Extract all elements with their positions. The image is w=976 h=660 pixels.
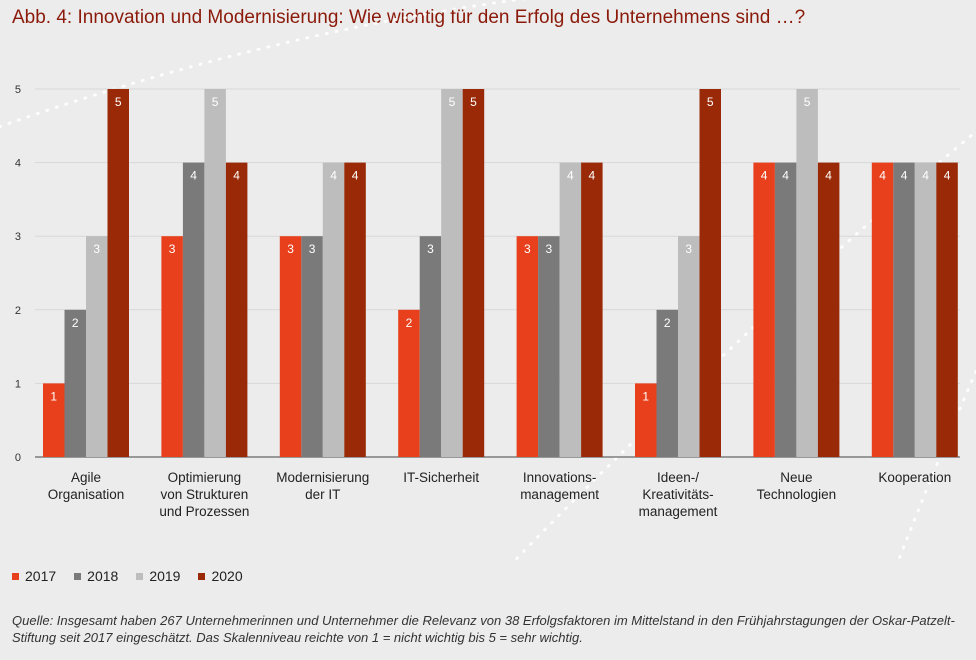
bar-value-label: 3	[524, 242, 531, 256]
bar	[516, 236, 539, 457]
bar-value-label: 5	[707, 95, 714, 109]
bar	[441, 89, 463, 457]
legend-swatch	[136, 572, 144, 580]
y-tick-label: 2	[15, 305, 21, 317]
bar-value-label: 4	[782, 169, 789, 183]
bar	[204, 89, 226, 457]
bar-value-label: 5	[115, 95, 122, 109]
legend-item: 2020	[198, 568, 243, 584]
legend: 2017 2018 2019 2020	[12, 568, 243, 584]
bar-value-label: 5	[804, 95, 811, 109]
bar-value-label: 4	[879, 169, 886, 183]
bar	[225, 162, 248, 457]
bar	[462, 89, 485, 457]
bar	[774, 162, 797, 457]
bar-value-label: 1	[642, 389, 649, 403]
chart-title: Abb. 4: Innovation und Modernisierung: W…	[12, 7, 806, 28]
y-tick-label: 4	[15, 158, 21, 170]
legend-item: 2017	[12, 568, 56, 584]
bar-value-label: 3	[427, 242, 434, 256]
bar	[936, 162, 958, 457]
x-category-label: IT-Sicherheit	[403, 470, 479, 485]
bar-value-label: 3	[546, 242, 553, 256]
bar	[678, 236, 700, 457]
bar	[753, 162, 775, 457]
bar-value-label: 4	[761, 169, 768, 183]
bar-value-label: 4	[922, 169, 929, 183]
bar	[64, 309, 86, 457]
bar-value-label: 3	[169, 242, 176, 256]
legend-item: 2019	[136, 568, 180, 584]
y-tick-label: 1	[15, 378, 21, 390]
bar-value-label: 3	[685, 242, 692, 256]
bar-value-label: 4	[190, 169, 197, 183]
bar-value-label: 4	[589, 169, 596, 183]
bar	[699, 89, 721, 457]
bar	[322, 162, 345, 457]
x-category-label: Modernisierung der IT	[276, 470, 369, 502]
bar	[279, 236, 302, 457]
bar-value-label: 4	[352, 169, 359, 183]
legend-label: 2020	[211, 568, 243, 584]
bar	[581, 162, 603, 457]
bar-value-label: 1	[50, 389, 57, 403]
bar	[301, 236, 323, 457]
bar	[398, 309, 420, 457]
x-category-label: Ideen-/Kreativitäts-management	[639, 470, 718, 519]
bar	[43, 383, 65, 457]
bar-value-label: 4	[901, 169, 908, 183]
bar	[538, 236, 560, 457]
bar	[344, 162, 366, 457]
source-note: Quelle: Insgesamt haben 267 Unternehmeri…	[12, 613, 955, 645]
x-category-label: Innovations-management	[520, 470, 599, 502]
bar	[559, 162, 582, 457]
legend-label: 2018	[87, 568, 119, 584]
y-tick-label: 5	[15, 84, 21, 96]
legend-swatch	[12, 572, 19, 580]
bar	[817, 162, 840, 457]
bar	[182, 162, 205, 457]
legend-item: 2018	[74, 568, 118, 584]
bar	[871, 162, 894, 457]
y-tick-label: 3	[15, 231, 21, 243]
bar	[419, 236, 442, 457]
bar	[86, 236, 108, 457]
bar-value-label: 3	[93, 242, 100, 256]
y-axis: 0 1 2 3 4 5	[15, 84, 21, 464]
bar-value-label: 5	[449, 95, 456, 109]
bar-value-label: 4	[233, 169, 240, 183]
bar	[635, 383, 657, 457]
bar-value-label: 2	[664, 316, 671, 330]
decorative-dotted-arc	[0, 0, 527, 129]
bar-value-label: 4	[330, 169, 337, 183]
bar-value-label: 2	[406, 316, 413, 330]
x-category-label: Kooperation	[878, 470, 951, 485]
bar-value-label: 4	[567, 169, 574, 183]
bar-value-label: 2	[72, 316, 79, 330]
bar-value-label: 3	[309, 242, 316, 256]
legend-swatch	[74, 572, 82, 580]
legend-label: 2019	[149, 568, 181, 584]
x-category-label: Optimierung von Strukturen und Prozessen	[159, 470, 249, 519]
bar	[107, 89, 129, 457]
legend-swatch	[198, 572, 206, 580]
x-category-label: Agile Organisation	[48, 470, 125, 502]
bar-value-label: 5	[470, 95, 477, 109]
bar-value-label: 3	[287, 242, 294, 256]
x-category-label: Neue Technologien	[757, 470, 837, 502]
bar-value-label: 4	[944, 169, 951, 183]
bar	[893, 162, 915, 457]
bar	[656, 309, 678, 457]
bar	[161, 236, 183, 457]
y-tick-label: 0	[15, 452, 21, 464]
decorative-dotted-arc	[897, 367, 976, 560]
legend-label: 2017	[25, 568, 57, 584]
bar	[796, 89, 818, 457]
x-axis: Agile Organisation Optimierung von Struktur…	[48, 470, 951, 519]
bar-value-label: 4	[825, 169, 832, 183]
bar-value-label: 5	[212, 95, 219, 109]
bar	[914, 162, 937, 457]
